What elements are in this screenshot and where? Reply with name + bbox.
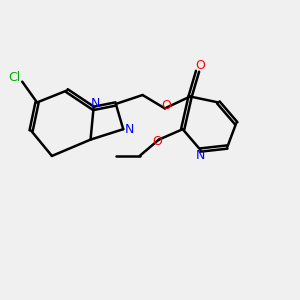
Text: N: N (90, 97, 100, 110)
Text: O: O (196, 59, 206, 72)
Text: O: O (161, 99, 171, 112)
Text: N: N (196, 149, 205, 162)
Text: N: N (124, 123, 134, 136)
Text: O: O (152, 135, 162, 148)
Text: Cl: Cl (9, 71, 21, 84)
